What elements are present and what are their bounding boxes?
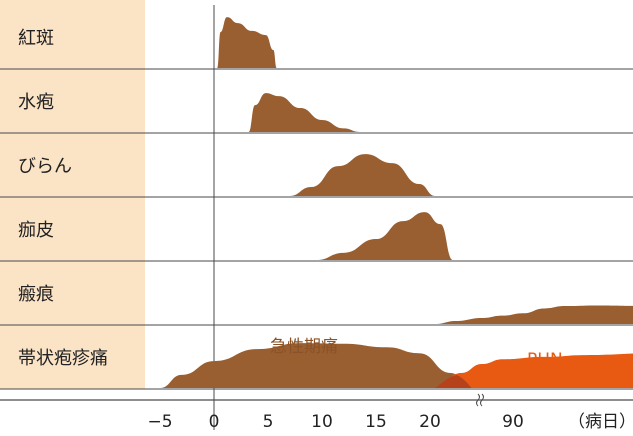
瘢痕-area: [435, 305, 633, 324]
label-band: [0, 0, 145, 389]
急性期痛-area: [160, 343, 472, 388]
x-tick-label: 20: [419, 412, 441, 432]
x-tick-label: −5: [147, 412, 172, 432]
acute-pain-label: 急性期痛: [270, 337, 338, 357]
PHN-area: [435, 353, 633, 388]
びらん-area: [289, 154, 436, 196]
row-label: びらん: [18, 156, 72, 177]
x-tick-label: 0: [209, 412, 220, 432]
row-label: 痂皮: [18, 220, 54, 241]
phn-label: PHN: [527, 350, 563, 370]
row-label: 水疱: [18, 92, 54, 113]
x-tick-label: 10: [311, 412, 333, 432]
痂皮-area: [316, 212, 453, 260]
overlap-area: [435, 375, 472, 388]
row-label: 帯状疱疹痛: [18, 348, 108, 369]
x-tick-label: 5: [263, 412, 274, 432]
gridlines: [0, 5, 633, 430]
axis-break-stroke: [476, 393, 480, 407]
row-label: 紅斑: [18, 28, 54, 49]
axis-break-icon: [476, 393, 484, 407]
area-series: [160, 17, 633, 388]
x-axis-ticks: −5 0 5 10 15 20 90: [147, 412, 523, 432]
x-tick-label: 90: [502, 412, 524, 432]
annotations: 急性期痛 PHN: [270, 337, 563, 370]
x-axis-label: （病日）: [568, 412, 633, 432]
axis-break-stroke: [480, 393, 484, 407]
紅斑-area: [217, 17, 277, 68]
x-tick-label: 15: [365, 412, 387, 432]
水疱-area: [248, 93, 360, 132]
row-label: 瘢痕: [18, 284, 54, 305]
